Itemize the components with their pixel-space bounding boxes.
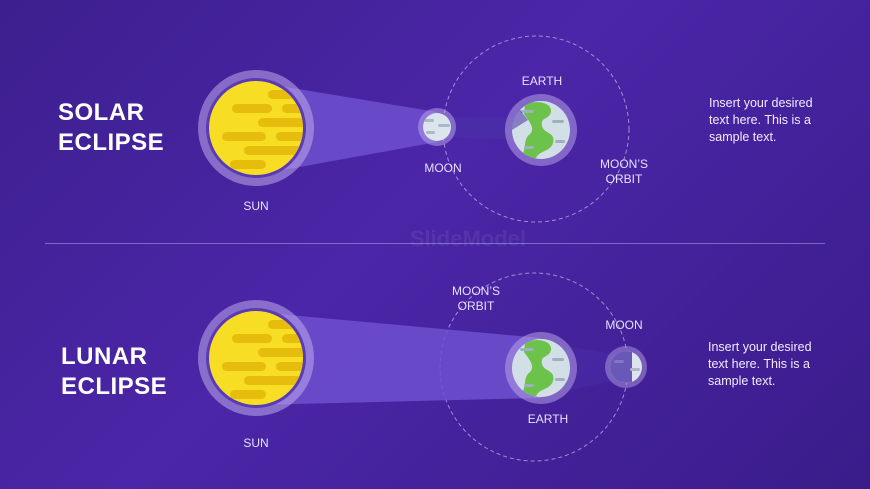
solar-moon-orbit	[442, 35, 630, 223]
solar-orbit-label-line2: ORBIT	[605, 172, 643, 186]
solar-sun-label: SUN	[243, 199, 269, 213]
lunar-light-beam	[256, 312, 541, 405]
lunar-orbit-label-line2: ORBIT	[457, 299, 495, 313]
lunar-earth-label: EARTH	[527, 412, 569, 426]
lunar-eclipse-title: LUNAR ECLIPSE	[61, 342, 167, 402]
solar-sun	[198, 70, 314, 186]
solar-orbit-label: MOON’S ORBIT	[592, 157, 656, 187]
solar-moon-label: MOON	[424, 161, 462, 175]
lunar-title-line2: ECLIPSE	[61, 373, 168, 400]
solar-description: Insert your desired text here. This is a…	[709, 96, 813, 144]
lunar-earth	[505, 332, 577, 404]
solar-moon-shadow	[437, 117, 526, 140]
lunar-sun-label: SUN	[243, 436, 269, 450]
lunar-description: Insert your desired text here. This is a…	[708, 340, 812, 388]
lunar-moon-label: MOON	[605, 318, 643, 332]
solar-earth-label: EARTH	[521, 74, 563, 88]
lunar-title-line1: LUNAR	[61, 343, 148, 370]
watermark: SlideModel	[409, 226, 526, 251]
lunar-sun	[198, 300, 314, 416]
solar-earth	[505, 94, 577, 166]
lunar-orbit-label: MOON’S ORBIT	[444, 284, 508, 314]
solar-title-line1: SOLAR	[58, 99, 145, 126]
lunar-moon	[605, 346, 647, 388]
solar-eclipse-title: SOLAR ECLIPSE	[58, 98, 164, 158]
solar-eclipse-diagram	[198, 35, 630, 223]
solar-title-line2: ECLIPSE	[58, 129, 165, 156]
lunar-earth-shadow	[560, 345, 626, 392]
solar-moon	[418, 108, 456, 146]
solar-orbit-label-line1: MOON’S	[600, 157, 648, 171]
section-divider	[45, 243, 825, 244]
lunar-eclipse-diagram	[198, 272, 647, 462]
lunar-orbit-label-line1: MOON’S	[452, 284, 500, 298]
